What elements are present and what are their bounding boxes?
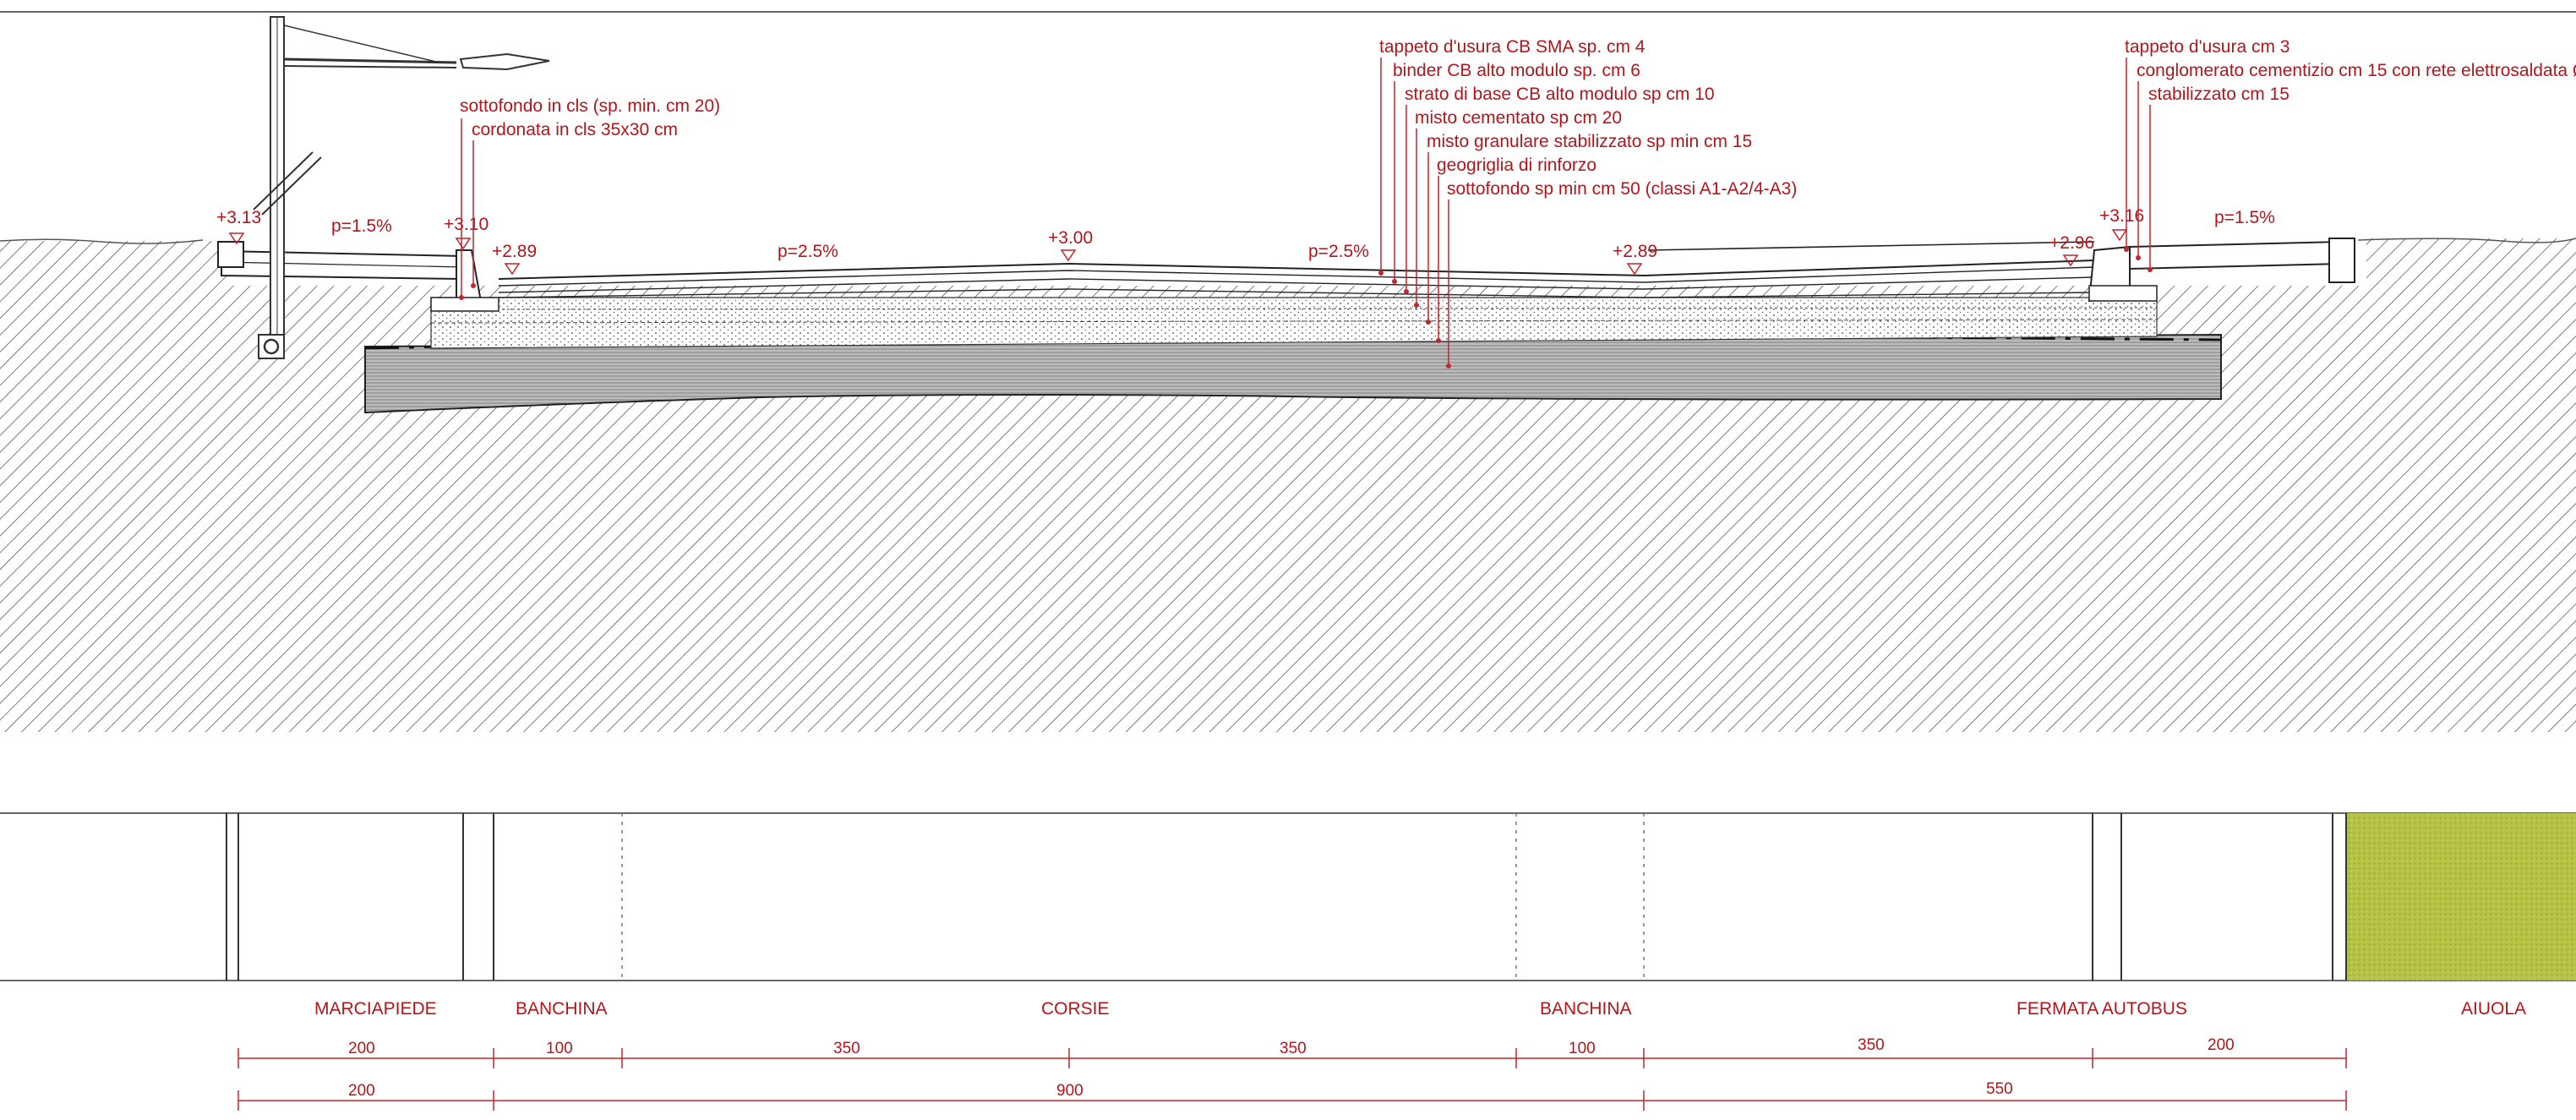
plan-curb-lines <box>226 813 2347 981</box>
zone-marciapiede: MARCIAPIEDE <box>314 999 437 1019</box>
right-edge-curb <box>2328 238 2355 283</box>
left-sidewalk-line <box>221 261 464 268</box>
label-left-1: sottofondo in cls (sp. min. cm 20) <box>460 96 720 116</box>
dim1-350b: 350 <box>1280 1040 1307 1057</box>
label-right-3: stabilizzato cm 15 <box>2148 85 2289 104</box>
label-right-1: tappeto d'usura cm 3 <box>2125 37 2289 57</box>
slope-1: p=1.5% <box>331 216 392 236</box>
elev-2: +3.10 <box>444 215 488 234</box>
label-road-1: tappeto d'usura CB SMA sp. cm 4 <box>1379 37 1645 57</box>
ground-line <box>0 238 2576 244</box>
left-edge-curb <box>217 241 244 268</box>
zone-fermata-autobus: FERMATA AUTOBUS <box>2017 999 2187 1019</box>
zone-aiuola: AIUOLA <box>2461 999 2526 1019</box>
elev-3: +2.89 <box>492 242 537 261</box>
zone-banchina-2: BANCHINA <box>1540 999 1632 1019</box>
label-road-2: binder CB alto modulo sp. cm 6 <box>1393 61 1640 80</box>
road-layer-3 <box>498 288 2095 298</box>
slope-3: p=2.5% <box>1308 242 1369 261</box>
label-road-3: strato di base CB alto modulo sp cm 10 <box>1405 85 1715 104</box>
right-busstop-slab <box>2129 240 2342 270</box>
layer-line-1 <box>430 307 2158 310</box>
elev-7: +3.16 <box>2099 206 2144 226</box>
slope-2: p=2.5% <box>778 242 838 261</box>
label-road-6: geogriglia di rinforzo <box>1437 156 1596 175</box>
slope-4: p=1.5% <box>2214 208 2275 227</box>
dim2-200: 200 <box>348 1082 375 1100</box>
layer-misto-granulare <box>430 297 2158 349</box>
dim1-200b: 200 <box>2208 1036 2235 1054</box>
dim1-100a: 100 <box>546 1040 573 1057</box>
street-lamp <box>253 16 550 359</box>
layer-sottofondo <box>364 333 2222 414</box>
elevation-markers: +3.13 +3.10 +2.89 +3.00 +2.89 +2.96 +3.1… <box>216 206 2144 276</box>
dim1-350a: 350 <box>833 1040 860 1057</box>
zone-corsie: CORSIE <box>1041 999 1110 1019</box>
label-road-4: misto cementato sp cm 20 <box>1415 108 1622 128</box>
elev-1: +3.13 <box>216 208 261 227</box>
right-curb-base <box>2088 285 2158 302</box>
dimension-row-1 <box>237 1048 2347 1068</box>
dim1-350c: 350 <box>1858 1036 1885 1054</box>
aiuola-fill <box>2346 813 2576 981</box>
dim2-900: 900 <box>1056 1082 1083 1100</box>
right-slab-top <box>1647 241 2095 251</box>
label-road-5: misto granulare stabilizzato sp min cm 1… <box>1427 132 1752 151</box>
road-leader-lines <box>1380 57 1449 365</box>
label-road-7: sottofondo sp min cm 50 (classi A1-A2/4-… <box>1447 179 1797 199</box>
road-layer-labels: tappeto d'usura CB SMA sp. cm 4 binder C… <box>1379 37 1797 199</box>
dim1-100b: 100 <box>1569 1040 1596 1057</box>
zone-banchina-1: BANCHINA <box>516 999 608 1019</box>
plan-lane-dashes <box>621 813 1645 981</box>
layer-line-2 <box>430 319 2158 324</box>
elev-5: +2.89 <box>1613 242 1657 261</box>
road-surface <box>498 260 2095 280</box>
road-layer-1 <box>498 266 2095 287</box>
dimension-row-2 <box>237 1090 2347 1111</box>
elev-6: +2.96 <box>2049 233 2094 253</box>
road-layer-2 <box>498 276 2095 293</box>
left-curb-base <box>430 297 499 312</box>
label-left-2: cordonata in cls 35x30 cm <box>472 120 678 139</box>
label-right-2: conglomerato cementizio cm 15 con rete e… <box>2137 61 2576 80</box>
elev-4: +3.00 <box>1048 228 1093 248</box>
dim2-550: 550 <box>1986 1080 2013 1098</box>
dim1-200: 200 <box>348 1040 375 1057</box>
